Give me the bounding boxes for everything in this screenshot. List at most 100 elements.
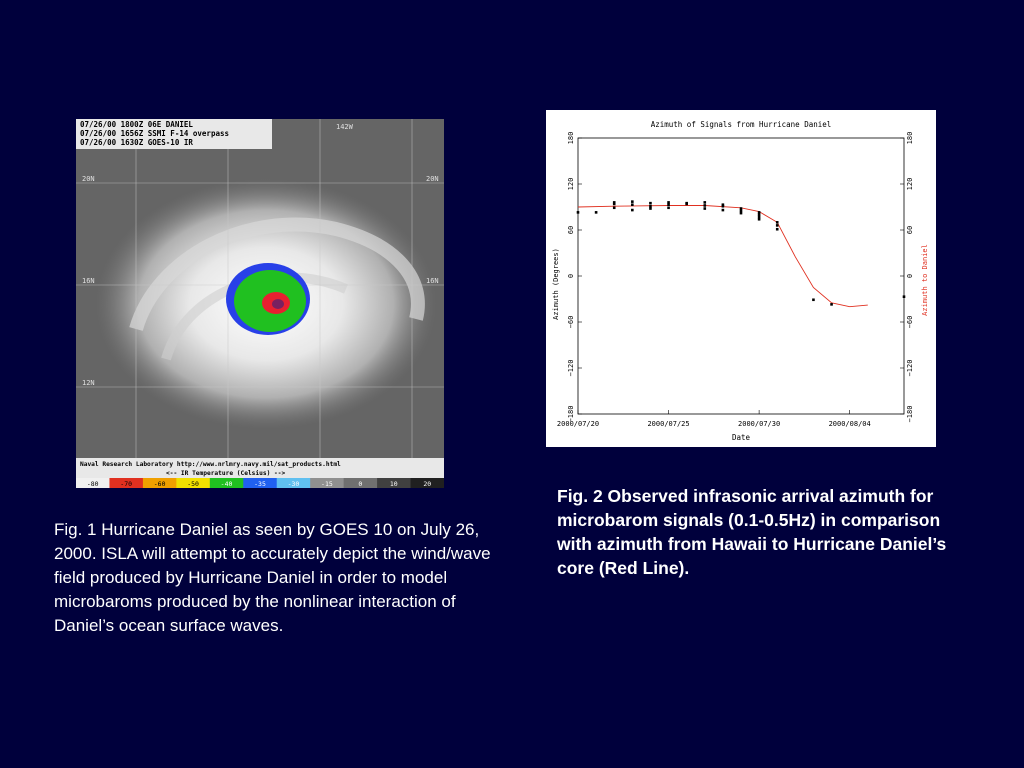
colorbar-label: -40: [221, 480, 233, 488]
observed-azimuth-point: [576, 211, 580, 214]
observed-azimuth-point: [612, 202, 616, 206]
colorbar-swatch: [243, 478, 278, 488]
observed-azimuth-point: [721, 203, 725, 206]
observed-azimuth-point: [667, 206, 670, 210]
colorbar-label: 10: [390, 480, 398, 488]
colorbar-swatch: [377, 478, 412, 488]
y-tick-label-right: −120: [906, 360, 914, 377]
y-tick-label: 60: [567, 226, 575, 234]
satellite-image-svg: 07/26/00 1800Z 06E DANIEL 07/26/00 1656Z…: [76, 119, 445, 488]
observed-azimuth-point: [703, 204, 707, 207]
observed-azimuth-point: [667, 201, 670, 204]
image-header: [76, 119, 272, 149]
observed-azimuth-point: [612, 206, 616, 210]
y-tick-label-right: 0: [906, 274, 914, 278]
observed-azimuth-point: [631, 200, 634, 203]
temperature-colorbar: -80 -70 -60 -50 -40 -35 -30 -15 0 10 20: [76, 478, 445, 488]
x-tick-label: 2000/07/20: [557, 420, 599, 428]
observed-azimuth-point: [721, 208, 725, 212]
observed-azimuth-point: [649, 201, 652, 205]
observed-azimuth-point: [757, 211, 761, 214]
figure-2-caption: Fig. 2 Observed infrasonic arrival azimu…: [557, 486, 947, 578]
lon-label: 142W: [336, 123, 354, 131]
right-ylabel: Azimuth to Daniel: [921, 244, 929, 316]
x-tick-label: 2000/07/30: [738, 420, 780, 428]
colorbar-label: -35: [254, 480, 266, 488]
observed-azimuth-point: [757, 215, 761, 219]
x-axis-label: Date: [732, 433, 751, 442]
observed-azimuth-point: [775, 224, 779, 227]
left-ylabel: Azimuth (Degrees): [552, 248, 560, 320]
colorbar-swatch: [176, 478, 211, 488]
plot-frame: [577, 137, 905, 415]
lat-label-left-20n: 20N: [82, 175, 95, 183]
colorbar-swatch: [310, 478, 345, 488]
observed-azimuth-point: [594, 211, 598, 214]
lat-label-right-16n: 16N: [426, 277, 439, 285]
colorbar-swatch: [142, 478, 177, 488]
colorbar-swatch: [76, 478, 110, 488]
colorbar-label: -30: [288, 480, 300, 488]
observed-azimuth-point: [631, 208, 634, 212]
footer-line-2: <-- IR Temperature (Celsius) -->: [166, 469, 285, 477]
header-line-3: 07/26/00 1630Z GOES-10 IR: [80, 138, 193, 147]
y-tick-label: 180: [567, 132, 575, 145]
header-line-1: 07/26/00 1800Z 06E DANIEL: [80, 120, 193, 129]
x-tick-label: 2000/07/25: [647, 420, 689, 428]
x-tick-label: 2000/08/04: [829, 420, 871, 428]
observed-azimuth-point: [739, 211, 743, 215]
observed-azimuth-point: [739, 207, 743, 210]
observed-azimuth-point: [649, 204, 652, 208]
y-tick-label-right: 180: [906, 132, 914, 145]
header-line-2: 07/26/00 1656Z SSMI F-14 overpass: [80, 129, 229, 138]
y-tick-label: 120: [567, 178, 575, 191]
colorbar-label: -15: [321, 480, 333, 488]
y-tick-label-right: 120: [906, 178, 914, 191]
observed-azimuth-point: [612, 201, 616, 204]
observed-azimuth-point: [703, 207, 707, 210]
lat-label-left-16n: 16N: [82, 277, 95, 285]
observed-azimuth-point: [775, 227, 779, 231]
azimuth-chart-svg: Azimuth of Signals from Hurricane Daniel…: [552, 120, 929, 442]
colorbar-swatch: [109, 478, 144, 488]
observed-azimuth-point: [775, 221, 779, 224]
observed-azimuth-point: [667, 203, 670, 206]
observed-azimuth-point: [812, 298, 815, 302]
observed-azimuth-point: [757, 217, 761, 221]
observed-azimuth-point: [757, 213, 761, 216]
y-tick-label: −120: [567, 360, 575, 377]
colorbar-swatch: [276, 478, 311, 488]
colorbar-label: -50: [187, 480, 199, 488]
colorbar-label: -70: [120, 480, 132, 488]
y-tick-label: −180: [567, 406, 575, 423]
colorbar-label: -60: [154, 480, 166, 488]
observed-azimuth-point: [649, 207, 652, 210]
y-tick-label-right: −180: [906, 406, 914, 423]
y-tick-label-right: −60: [906, 316, 914, 329]
observed-azimuth-point: [830, 303, 833, 306]
colorbar-swatch: [209, 478, 244, 488]
lat-label-right-20n: 20N: [426, 175, 439, 183]
daniel-azimuth-line: [577, 205, 868, 308]
azimuth-chart: Azimuth of Signals from Hurricane Daniel…: [546, 110, 936, 447]
observed-azimuth-point: [739, 209, 743, 213]
colorbar-label: 0: [358, 480, 362, 488]
colorbar-label: 20: [423, 480, 431, 488]
observed-azimuth-point: [902, 295, 906, 298]
observed-azimuth-point: [703, 201, 707, 204]
observed-azimuth-point: [631, 203, 634, 206]
colorbar-swatch: [343, 478, 378, 488]
hurricane-satellite-image: 07/26/00 1800Z 06E DANIEL 07/26/00 1656Z…: [76, 119, 445, 488]
image-footer: [76, 458, 444, 478]
observed-azimuth-point: [721, 204, 725, 208]
colorbar-swatch: [410, 478, 445, 488]
y-tick-label: −60: [567, 316, 575, 329]
y-tick-label-right: 60: [906, 226, 914, 234]
lat-label-left-12n: 12N: [82, 379, 95, 387]
observed-azimuth-point: [685, 201, 688, 205]
y-tick-label: 0: [567, 274, 575, 278]
footer-line-1: Naval Research Laboratory http://www.nrl…: [80, 460, 341, 468]
colorbar-label: -80: [87, 480, 99, 488]
chart-title: Azimuth of Signals from Hurricane Daniel: [651, 120, 832, 129]
figure-1-caption: Fig. 1 Hurricane Daniel as seen by GOES …: [54, 520, 491, 635]
